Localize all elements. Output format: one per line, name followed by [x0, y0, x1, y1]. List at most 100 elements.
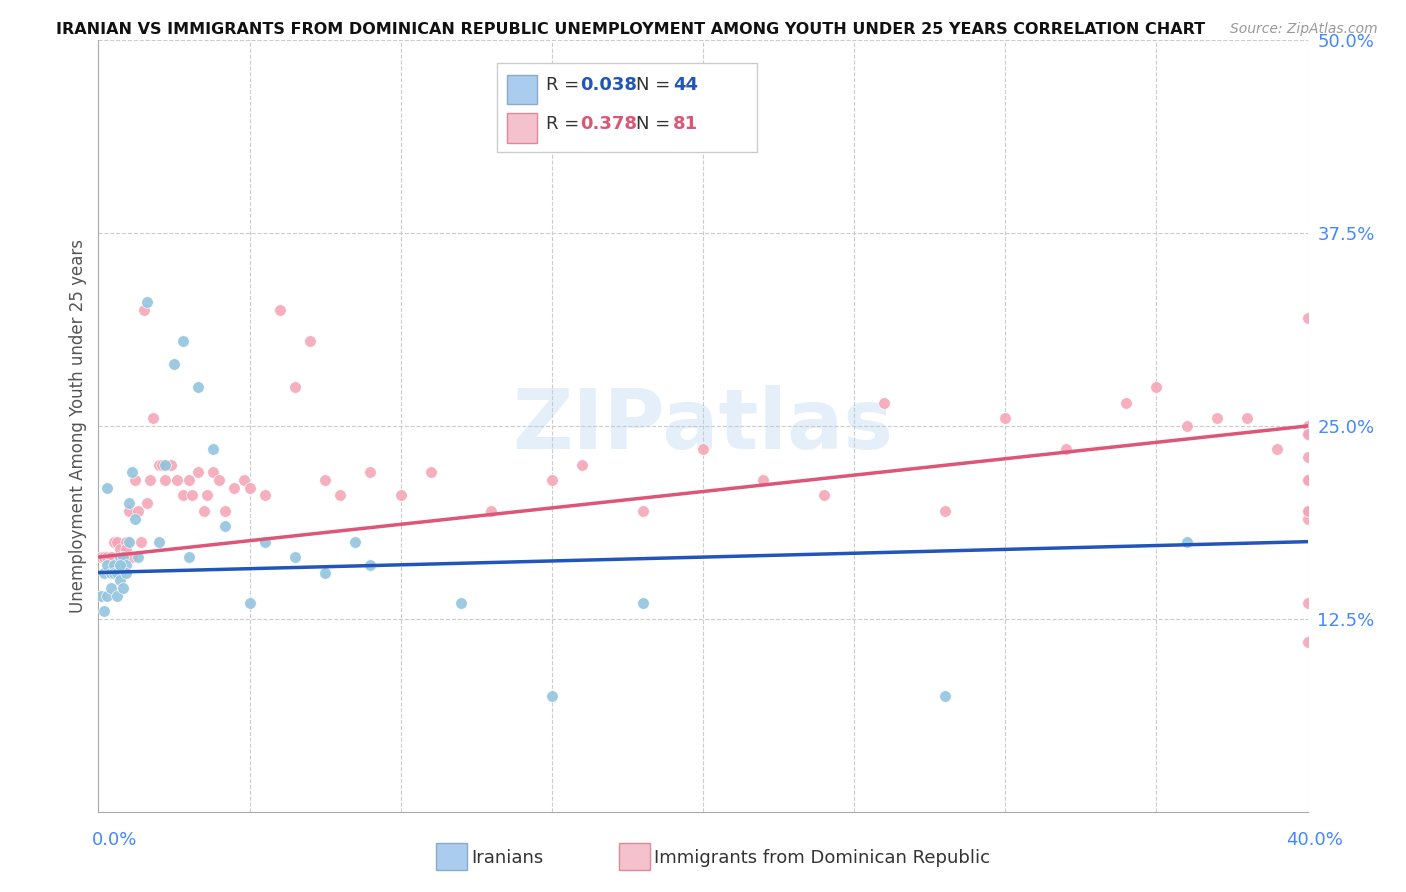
Point	[96, 481, 118, 495]
Point	[153, 473, 176, 487]
Point	[172, 334, 194, 348]
Point	[269, 303, 291, 318]
Point	[90, 550, 112, 565]
Point	[1175, 419, 1198, 434]
Point	[150, 458, 173, 472]
Point	[103, 558, 125, 572]
Point	[105, 589, 128, 603]
Point	[420, 465, 443, 479]
Point	[127, 504, 149, 518]
Point	[100, 550, 122, 565]
Point	[96, 550, 118, 565]
FancyBboxPatch shape	[498, 63, 758, 152]
Point	[172, 488, 194, 502]
Point	[148, 458, 170, 472]
Point	[139, 473, 162, 487]
Point	[111, 581, 134, 595]
Point	[181, 488, 204, 502]
Point	[124, 473, 146, 487]
Point	[114, 566, 136, 580]
Point	[314, 473, 336, 487]
Point	[108, 550, 131, 565]
Point	[360, 558, 382, 572]
Point	[96, 558, 118, 572]
Point	[540, 689, 562, 703]
Point	[239, 596, 262, 610]
Point	[1296, 426, 1319, 441]
Point	[1296, 511, 1319, 525]
Point	[752, 473, 775, 487]
Point	[193, 504, 215, 518]
Point	[1267, 442, 1289, 456]
Point	[1296, 596, 1319, 610]
Point	[121, 550, 143, 565]
Point	[202, 442, 225, 456]
Text: Immigrants from Dominican Republic: Immigrants from Dominican Republic	[654, 849, 990, 867]
Point	[1296, 450, 1319, 464]
Point	[813, 488, 835, 502]
Point	[389, 488, 412, 502]
Point	[1236, 411, 1258, 425]
Point	[160, 458, 183, 472]
Point	[208, 473, 231, 487]
Point	[163, 357, 186, 371]
Text: N =: N =	[637, 77, 676, 95]
FancyBboxPatch shape	[508, 75, 537, 104]
Point	[1054, 442, 1077, 456]
Point	[96, 589, 118, 603]
Point	[114, 534, 136, 549]
Point	[105, 534, 128, 549]
Point	[121, 465, 143, 479]
Point	[873, 396, 896, 410]
Point	[105, 558, 128, 572]
Point	[692, 442, 714, 456]
Point	[1296, 426, 1319, 441]
Point	[253, 534, 276, 549]
Point	[344, 534, 367, 549]
Point	[93, 550, 115, 565]
Text: 0.378: 0.378	[579, 115, 637, 133]
Point	[179, 550, 201, 565]
Point	[93, 604, 115, 618]
Text: 0.0%: 0.0%	[91, 831, 136, 849]
Point	[934, 689, 956, 703]
Text: N =: N =	[637, 115, 676, 133]
Point	[93, 566, 115, 580]
Point	[481, 504, 503, 518]
Point	[114, 542, 136, 557]
Point	[1296, 426, 1319, 441]
Point	[105, 566, 128, 580]
Point	[1296, 504, 1319, 518]
Point	[1296, 426, 1319, 441]
Point	[571, 458, 593, 472]
Point	[1296, 635, 1319, 649]
Point	[1296, 419, 1319, 434]
Point	[108, 542, 131, 557]
Point	[195, 488, 218, 502]
Point	[202, 465, 225, 479]
Point	[329, 488, 352, 502]
Text: Iranians: Iranians	[471, 849, 543, 867]
Point	[118, 504, 141, 518]
Point	[994, 411, 1017, 425]
Point	[166, 473, 188, 487]
Point	[1115, 396, 1137, 410]
Point	[127, 550, 149, 565]
Point	[934, 504, 956, 518]
Text: R =: R =	[546, 115, 585, 133]
Point	[100, 581, 122, 595]
Point	[1296, 426, 1319, 441]
Point	[224, 481, 246, 495]
Point	[114, 558, 136, 572]
Point	[1296, 504, 1319, 518]
Point	[314, 566, 336, 580]
Point	[239, 481, 262, 495]
Point	[284, 550, 307, 565]
Point	[1206, 411, 1229, 425]
Point	[214, 504, 236, 518]
Point	[135, 496, 157, 510]
Point	[1296, 426, 1319, 441]
Point	[124, 511, 146, 525]
Point	[1144, 380, 1167, 394]
Point	[214, 519, 236, 533]
